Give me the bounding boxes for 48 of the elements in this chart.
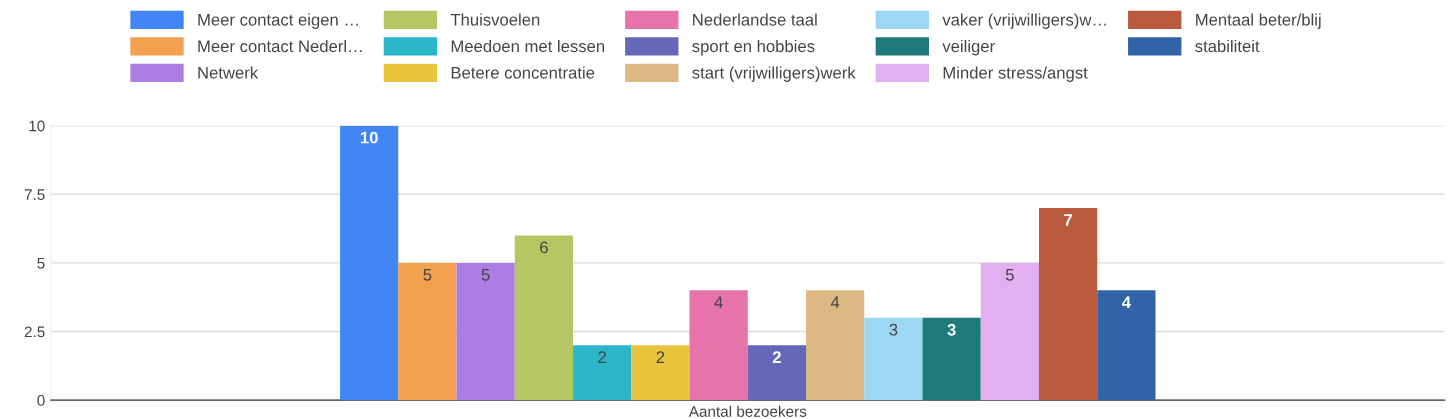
- data-label: 3: [889, 323, 898, 336]
- x-tick-label: Aantal bezoekers: [688, 405, 807, 417]
- bar: [340, 125, 399, 401]
- bar: [922, 317, 981, 401]
- legend-label: Betere concentratie: [451, 66, 595, 79]
- legend-label: start (vrijwilligers)werk: [692, 66, 856, 82]
- legend-label: stabiliteit: [1195, 39, 1260, 53]
- bar: [806, 290, 865, 401]
- data-label: 7: [1064, 214, 1073, 226]
- legend-label: veiliger: [942, 39, 995, 56]
- data-label: 2: [772, 351, 781, 363]
- data-label: 5: [481, 269, 490, 281]
- bar: [573, 345, 632, 401]
- bar: [864, 317, 923, 401]
- y-tick-label: 2.5: [24, 326, 45, 338]
- legend-label: Meer contact Nederl…: [198, 39, 362, 53]
- data-label: 3: [947, 323, 956, 336]
- legend-label: Mentaal beter/blij: [1196, 13, 1321, 29]
- y-tick-label: 7.5: [24, 189, 45, 200]
- legend-label: Nederlandse taal: [693, 13, 817, 26]
- data-label: 6: [540, 241, 548, 254]
- data-label: 5: [1005, 269, 1014, 281]
- legend-label: Minder stress/angst: [943, 66, 1088, 82]
- y-tick-label: 10: [29, 120, 45, 132]
- legend-label: vaker (vrijwilligers)w…: [942, 13, 1106, 29]
- bar: [1039, 208, 1098, 401]
- legend-label: Meer contact eigen …: [198, 13, 358, 29]
- bar: [631, 345, 690, 401]
- data-label: 2: [656, 351, 665, 363]
- bar: [689, 290, 748, 401]
- data-label: 2: [598, 351, 606, 363]
- bar: [514, 235, 574, 401]
- data-label: 4: [1122, 296, 1131, 308]
- bar: [456, 262, 515, 401]
- bar: [747, 345, 807, 401]
- legend-label: Netwerk: [198, 66, 259, 79]
- bar: [980, 262, 1040, 401]
- data-label: 5: [423, 269, 432, 281]
- y-tick-label: 0: [37, 395, 45, 406]
- legend-label: Meedoen met lessen: [451, 39, 605, 53]
- legend-label: Thuisvoelen: [450, 13, 540, 26]
- data-label: 4: [830, 296, 840, 308]
- y-tick-label: 5: [37, 257, 45, 269]
- bar: [1097, 290, 1156, 401]
- data-label: 10: [360, 131, 378, 144]
- bar: [398, 262, 457, 401]
- data-label: 4: [714, 296, 723, 308]
- legend-label: sport en hobbies: [692, 39, 815, 56]
